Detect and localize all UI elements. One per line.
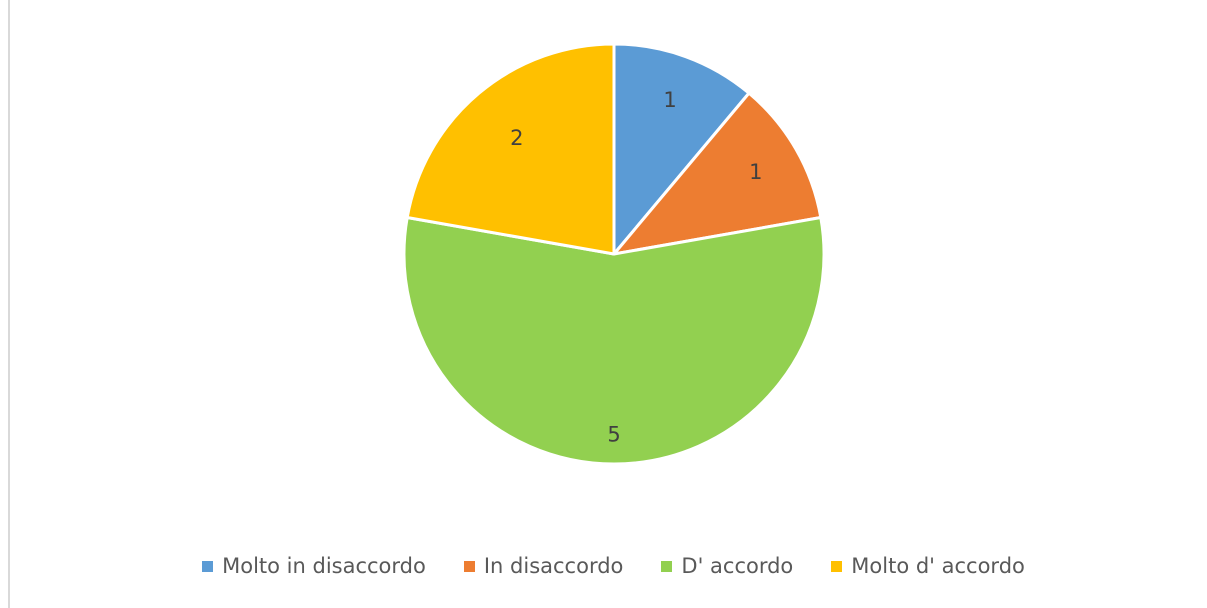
data-label-molto-in-disaccordo: 1	[663, 88, 676, 112]
pie-slice-in-disaccordo	[612, 91, 823, 256]
data-label-in-disaccordo: 1	[749, 160, 762, 184]
legend-swatch	[202, 560, 214, 572]
legend-label: Molto d' accordo	[851, 554, 1025, 578]
legend-item-d-accordo: D' accordo	[661, 554, 793, 578]
legend-label: In disaccordo	[483, 554, 624, 578]
pie-slice-molto-in-disaccordo	[612, 42, 751, 256]
data-label-molto-d-accordo: 2	[510, 126, 523, 150]
legend-swatch	[661, 560, 673, 572]
legend-item-molto-d-accordo: Molto d' accordo	[831, 554, 1025, 578]
pie-slice-molto-d-accordo	[405, 42, 616, 256]
pie-slice-d-accordo	[402, 216, 826, 466]
legend-label: Molto in disaccordo	[222, 554, 426, 578]
chart-legend: Molto in disaccordo In disaccordo D' acc…	[0, 548, 1207, 584]
legend-swatch	[463, 560, 475, 572]
legend-item-molto-in-disaccordo: Molto in disaccordo	[202, 554, 426, 578]
data-label-d-accordo: 5	[607, 423, 620, 447]
legend-item-in-disaccordo: In disaccordo	[463, 554, 624, 578]
legend-label: D' accordo	[681, 554, 794, 578]
chart-frame-border	[8, 0, 10, 608]
legend-swatch	[831, 560, 843, 572]
